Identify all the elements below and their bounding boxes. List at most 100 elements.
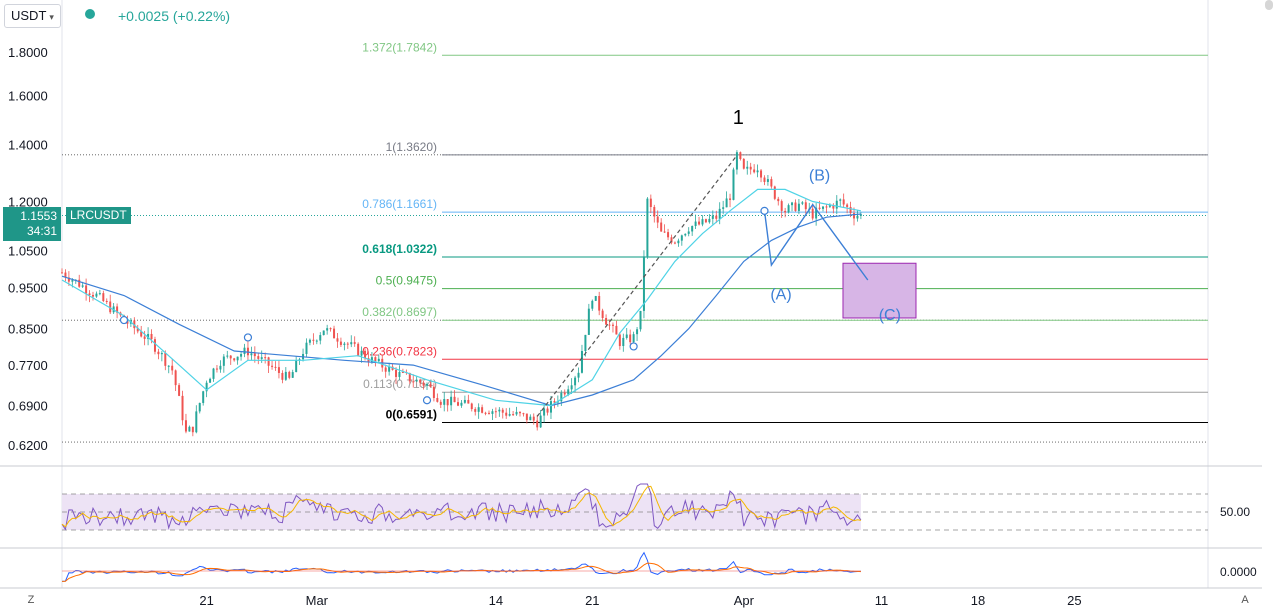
fib-level-label: 0.5(0.9475) — [376, 274, 437, 288]
y-tick-label: 0.6200 — [8, 438, 48, 453]
scrollbar-track[interactable] — [1262, 0, 1276, 588]
candle-body — [577, 372, 580, 378]
candle-body — [636, 329, 639, 335]
candle-body — [360, 350, 363, 356]
candle-body — [226, 355, 229, 357]
candle-body — [229, 355, 232, 359]
candle-body — [346, 343, 349, 345]
candle-body — [584, 334, 587, 352]
candle-body — [308, 339, 311, 343]
candle-body — [88, 293, 91, 295]
candle-body — [694, 221, 697, 227]
candle-body — [677, 240, 680, 244]
candle-body — [591, 300, 594, 309]
timezone-button[interactable]: Z — [27, 594, 35, 606]
candle-body — [271, 365, 274, 367]
candle-body — [164, 353, 167, 366]
candle-body — [109, 301, 112, 313]
fib-level-label: 0.236(0.7823) — [362, 344, 437, 358]
fib-level-label: 0(0.6591) — [386, 407, 437, 421]
wave-label: (A) — [770, 286, 791, 303]
candle-body — [797, 203, 800, 211]
candle-body — [474, 409, 477, 412]
candle-body — [353, 342, 356, 344]
candle-body — [560, 392, 563, 402]
candle-body — [615, 325, 618, 335]
candle-body — [570, 385, 573, 390]
fib-level-label: 1.372(1.7842) — [362, 40, 437, 54]
candle-body — [339, 341, 342, 345]
candle-body — [467, 399, 470, 404]
candle-body — [398, 372, 401, 377]
candle-body — [463, 399, 466, 403]
candle-body — [684, 233, 687, 236]
scrollbar-thumb[interactable] — [1265, 0, 1273, 10]
candle-body — [219, 365, 222, 370]
fib-level-label: 0.382(0.8697) — [362, 305, 437, 319]
fib-level-label: 0.113(0.7154) — [363, 377, 437, 391]
candle-body — [487, 412, 490, 414]
candle-body — [236, 356, 239, 361]
candle-body — [150, 333, 153, 340]
candle-body — [494, 411, 497, 413]
candle-body — [450, 396, 453, 406]
candle-body — [518, 411, 521, 414]
candle-body — [532, 416, 535, 421]
target-zone-box — [842, 262, 917, 319]
candle-body — [377, 358, 380, 362]
y-tick-label: 0.6900 — [8, 399, 48, 414]
candle-body — [794, 202, 797, 211]
candle-body — [622, 337, 625, 347]
candle-body — [770, 179, 773, 187]
candle-body — [498, 409, 501, 412]
candle-body — [791, 202, 794, 206]
y-tick-label: 1.6000 — [8, 88, 48, 103]
currency-selector-button[interactable]: USDT ▾ — [4, 4, 61, 28]
candle-body — [763, 177, 766, 182]
candle-body — [288, 371, 291, 378]
fib-level-label: 1(1.3620) — [386, 140, 437, 154]
candle-body — [580, 351, 583, 373]
candle-body — [408, 373, 411, 382]
auto-scale-button[interactable]: A — [1241, 594, 1249, 606]
candle-body — [209, 378, 212, 383]
candle-body — [191, 426, 194, 433]
candle-body — [653, 207, 656, 217]
candle-body — [777, 198, 780, 202]
candle-body — [357, 343, 360, 356]
candle-body — [853, 213, 856, 219]
x-tick-label: Apr — [734, 593, 755, 608]
candle-body — [639, 310, 642, 330]
candle-body — [832, 205, 835, 209]
candle-body — [804, 202, 807, 210]
candle-body — [732, 169, 735, 200]
candle-body — [481, 407, 484, 413]
candle-body — [326, 328, 329, 331]
candle-body — [78, 279, 81, 287]
price-change-text: +0.0025 (+0.22%) — [118, 8, 231, 24]
candle-body — [91, 294, 94, 297]
candle-body — [436, 398, 439, 402]
candle-body — [642, 256, 645, 311]
candle-body — [828, 205, 831, 207]
candle-body — [395, 369, 398, 377]
candle-body — [505, 412, 508, 416]
candle-body — [429, 384, 432, 387]
candle-body — [85, 285, 88, 294]
candle-body — [243, 347, 246, 354]
y-tick-label: 0.7700 — [8, 358, 48, 373]
candle-body — [250, 353, 253, 356]
candle-body — [439, 401, 442, 405]
candle-body — [384, 367, 387, 372]
candle-body — [687, 231, 690, 234]
candle-body — [708, 218, 711, 223]
candle-body — [601, 310, 604, 319]
wave-point-marker — [243, 333, 253, 342]
candle-body — [102, 293, 105, 301]
candle-body — [649, 198, 652, 208]
candle-body — [515, 411, 518, 415]
candle-body — [598, 296, 601, 311]
candle-body — [660, 222, 663, 232]
candle-body — [611, 324, 614, 326]
